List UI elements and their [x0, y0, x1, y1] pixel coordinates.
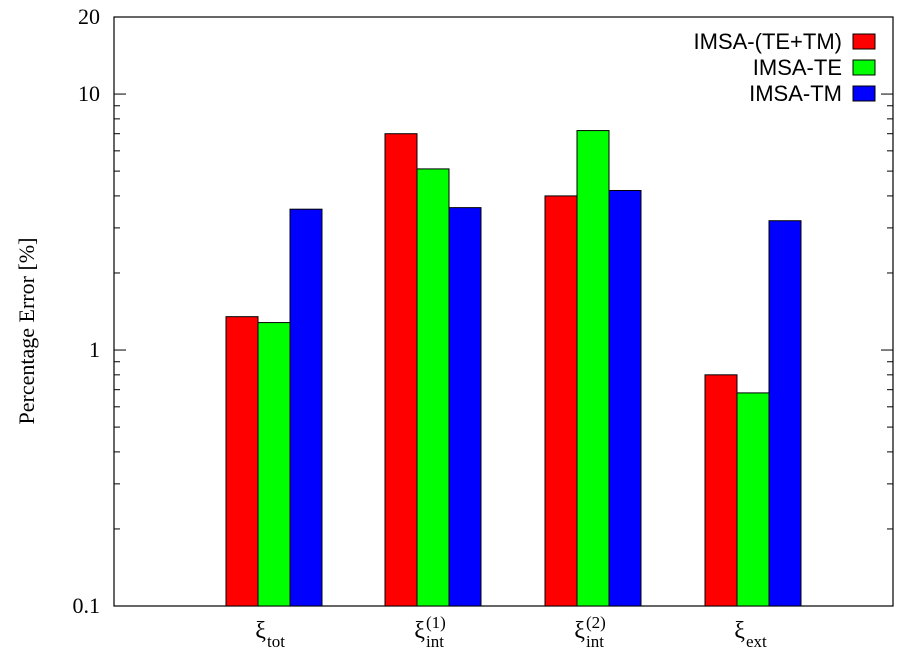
y-axis-ticks: 0.1 1 10 20 — [73, 4, 893, 618]
bar-imsa-tm-3 — [768, 220, 802, 607]
x-category-base: ξ — [414, 618, 425, 644]
y-axis-label: Percentage Error [%] — [14, 238, 39, 425]
y-tick-label: 0.1 — [73, 593, 101, 618]
x-category-label: ξ int(1) — [414, 613, 446, 651]
bar-imsa-te-3 — [736, 392, 770, 607]
legend-item: IMSA-(TE+TM) — [694, 29, 876, 54]
x-category-sup: (1) — [426, 613, 446, 632]
axes — [113, 16, 894, 607]
legend-item: IMSA-TM — [749, 81, 876, 106]
bar-imsa-te-2 — [576, 130, 610, 607]
bar-imsa-tm-0 — [289, 208, 323, 607]
legend-item: IMSA-TE — [753, 55, 876, 80]
x-category-base: ξ — [255, 618, 266, 644]
legend-swatch — [852, 33, 876, 50]
bar-imsa-tm-1 — [448, 207, 482, 607]
x-category-base: ξ — [734, 618, 745, 644]
y-tick-label: 20 — [78, 4, 100, 29]
x-category-label: ξ ext — [734, 618, 767, 651]
y-tick-label: 10 — [78, 81, 100, 106]
bar-imsa-te-tm--0 — [225, 316, 259, 607]
x-category-label: ξ int(2) — [574, 613, 606, 651]
legend-swatch — [852, 59, 876, 76]
bars — [225, 130, 802, 607]
x-axis-categories: ξ tot ξ int(1) ξ int(2) ξ ext — [255, 613, 767, 651]
bar-imsa-tm-2 — [608, 189, 642, 607]
legend-swatch — [852, 85, 876, 102]
x-category-sup: (2) — [586, 613, 606, 632]
bar-imsa-te-tm--2 — [544, 195, 578, 607]
bar-imsa-te-tm--1 — [384, 133, 418, 607]
legend-label: IMSA-TM — [749, 81, 842, 106]
x-category-base: ξ — [574, 618, 585, 644]
x-category-sub: int — [586, 632, 604, 651]
legend-label: IMSA-(TE+TM) — [694, 29, 843, 54]
x-category-sub: ext — [746, 632, 767, 651]
bar-imsa-te-1 — [416, 168, 450, 607]
x-category-label: ξ tot — [255, 618, 285, 651]
bar-imsa-te-0 — [257, 322, 291, 607]
x-category-sub: int — [426, 632, 444, 651]
legend-label: IMSA-TE — [753, 55, 842, 80]
x-category-sub: tot — [267, 632, 285, 651]
bar-imsa-te-tm--3 — [704, 374, 738, 607]
y-tick-label: 1 — [89, 337, 100, 362]
plot-frame — [113, 16, 894, 607]
